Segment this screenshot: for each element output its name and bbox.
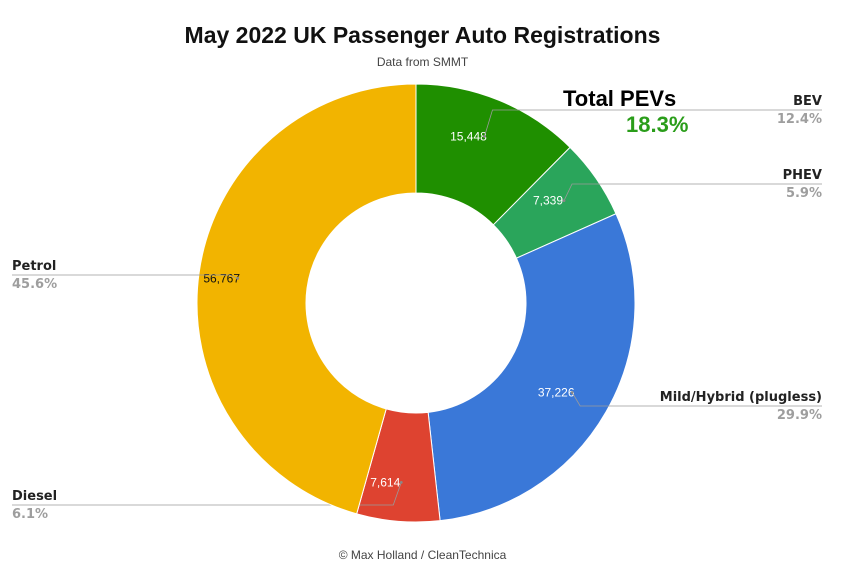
total-pevs-value: 18.3% xyxy=(626,112,689,137)
leader-dot-mild-hybrid-plugless xyxy=(570,391,574,394)
value-label-mild-hybrid-plugless: 37,226 xyxy=(538,385,575,399)
percent-label-petrol: 45.6% xyxy=(12,277,57,292)
category-label-mild-hybrid-plugless: Mild/Hybrid (plugless) xyxy=(660,390,822,405)
total-pevs-label: Total PEVs xyxy=(563,86,677,111)
leader-line-phev xyxy=(563,183,822,201)
percent-label-diesel: 6.1% xyxy=(12,507,48,522)
value-label-petrol: 56,767 xyxy=(203,271,240,285)
category-label-petrol: Petrol xyxy=(12,259,56,274)
slice-petrol xyxy=(196,83,417,515)
chart-subtitle: Data from SMMT xyxy=(376,55,469,69)
chart-title: May 2022 UK Passenger Auto Registrations xyxy=(184,22,661,48)
percent-label-mild-hybrid-plugless: 29.9% xyxy=(777,408,822,423)
value-label-phev: 7,339 xyxy=(533,194,563,208)
leader-line-petrol xyxy=(12,274,238,279)
leader-dot-petrol xyxy=(236,276,240,280)
category-label-bev: BEV xyxy=(793,94,822,109)
leader-line-bev xyxy=(484,109,822,137)
leader-line-diesel xyxy=(12,482,402,506)
category-label-diesel: Diesel xyxy=(12,489,57,504)
value-label-bev: 15,448 xyxy=(450,130,487,144)
percent-label-phev: 5.9% xyxy=(786,186,822,201)
value-label-diesel: 7,614 xyxy=(370,475,400,489)
slice-mild-hybrid-plugless xyxy=(427,213,636,522)
leader-line-mild-hybrid-plugless xyxy=(571,392,822,407)
category-label-phev: PHEV xyxy=(783,168,822,183)
leader-dot-diesel xyxy=(399,481,403,484)
percent-label-bev: 12.4% xyxy=(777,112,822,127)
leader-dot-phev xyxy=(562,199,566,203)
leader-dot-bev xyxy=(483,135,486,138)
credit-text: © Max Holland / CleanTechnica xyxy=(338,548,507,562)
